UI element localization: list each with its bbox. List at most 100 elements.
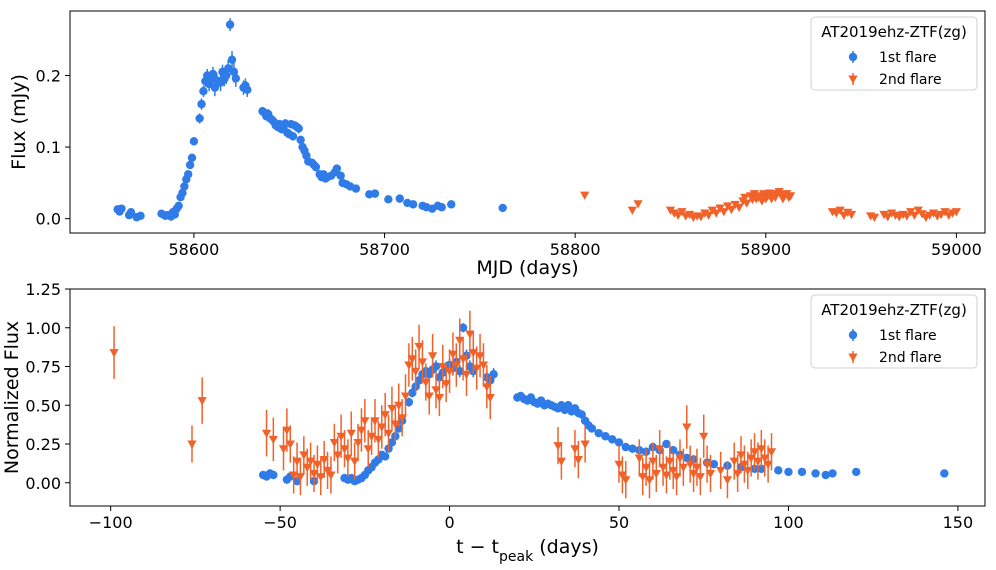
point-1st-flare — [292, 477, 302, 486]
point-1st-flare — [288, 132, 298, 141]
y-tick-label: 0.1 — [36, 138, 61, 157]
point-1st-flare — [784, 467, 793, 477]
point-2nd-flare — [451, 361, 461, 370]
point-1st-flare — [294, 124, 303, 133]
point-2nd-flare — [703, 211, 714, 220]
point-2nd-flare — [363, 445, 373, 454]
point-2nd-flare — [397, 414, 407, 423]
point-1st-flare — [614, 438, 624, 447]
point-2nd-flare — [661, 471, 672, 480]
point-2nd-flare — [438, 363, 448, 372]
x-tick-label: 0 — [444, 513, 454, 532]
point-2nd-flare — [685, 460, 695, 469]
point-2nd-flare — [705, 470, 716, 479]
point-1st-flare — [408, 200, 418, 209]
point-2nd-flare — [570, 445, 580, 454]
plot-area — [113, 18, 962, 223]
point-2nd-flare — [360, 417, 370, 426]
point-1st-flare — [577, 410, 586, 419]
point-2nd-flare — [651, 470, 661, 479]
point-2nd-flare — [688, 470, 699, 479]
point-2nd-flare — [869, 213, 880, 223]
point-1st-flare — [243, 85, 252, 94]
legend-marker-2 — [848, 75, 858, 84]
point-2nd-flare — [109, 349, 119, 358]
x-axis-label-suffix: (days) — [533, 536, 599, 558]
point-2nd-flare — [673, 211, 683, 220]
point-2nd-flare — [339, 445, 350, 454]
point-2nd-flare — [478, 361, 489, 370]
x-tick-label: 50 — [609, 513, 629, 532]
legend-title: AT2019ehz-ZTF(zg) — [821, 301, 967, 319]
point-2nd-flare — [843, 208, 853, 218]
point-1st-flare — [431, 362, 441, 371]
point-1st-flare — [395, 194, 404, 203]
point-2nd-flare — [448, 350, 458, 359]
x-axis-label-main: t − t — [456, 536, 499, 558]
point-2nd-flare — [468, 349, 478, 358]
point-1st-flare — [222, 71, 231, 80]
point-1st-flare — [126, 208, 136, 217]
point-1st-flare — [458, 323, 468, 332]
y-tick-label: 0.2 — [36, 66, 61, 85]
y-tick-label: 1.25 — [25, 280, 61, 299]
point-2nd-flare — [431, 386, 441, 395]
point-2nd-flare — [261, 429, 272, 438]
panel-1: 58600 58700 58800 58900 59000 0.0 0.1 0.2 MJD (d… — [8, 10, 986, 279]
point-2nd-flare — [719, 208, 729, 217]
point-2nd-flare — [404, 361, 414, 370]
point-2nd-flare — [465, 330, 475, 339]
point-2nd-flare — [455, 336, 465, 345]
point-2nd-flare — [785, 192, 796, 201]
point-1st-flare — [370, 189, 380, 198]
point-2nd-flare — [394, 401, 404, 411]
y-tick-label: 1.00 — [25, 319, 61, 338]
point-1st-flare — [185, 160, 195, 170]
point-2nd-flare — [421, 378, 431, 387]
y-axis-label: Normalized Flux — [1, 321, 23, 474]
legend-label-1: 1st flare — [879, 50, 937, 66]
legend-marker-2 — [848, 353, 858, 362]
point-2nd-flare — [644, 476, 655, 485]
point-1st-flare — [311, 162, 321, 172]
point-1st-flare — [821, 470, 830, 480]
point-1st-flare — [601, 432, 610, 441]
point-1st-flare — [180, 182, 189, 191]
point-1st-flare — [336, 171, 345, 180]
point-2nd-flare — [740, 193, 750, 203]
point-2nd-flare — [621, 476, 631, 485]
point-2nd-flare — [759, 190, 769, 199]
point-1st-flare — [394, 424, 403, 433]
x-tick-label: 58700 — [359, 240, 410, 259]
point-2nd-flare — [292, 457, 302, 466]
point-2nd-flare — [373, 435, 383, 445]
point-1st-flare — [225, 20, 235, 29]
point-2nd-flare — [553, 442, 563, 451]
point-2nd-flare — [668, 466, 678, 476]
point-2nd-flare — [370, 417, 380, 426]
point-2nd-flare — [377, 423, 387, 432]
point-1st-flare — [594, 428, 603, 438]
point-2nd-flare — [306, 457, 316, 466]
point-1st-flare — [269, 470, 278, 480]
point-2nd-flare — [699, 432, 709, 442]
point-2nd-flare — [367, 432, 377, 442]
y-tick-label: 0.25 — [25, 435, 61, 454]
x-tick-label: 58800 — [550, 240, 601, 259]
point-2nd-flare — [749, 448, 760, 457]
point-1st-flare — [227, 55, 237, 64]
point-2nd-flare — [400, 392, 411, 401]
plot-area — [109, 310, 949, 499]
point-2nd-flare — [886, 209, 897, 218]
point-2nd-flare — [485, 394, 495, 403]
point-2nd-flare — [835, 206, 845, 215]
point-2nd-flare — [312, 460, 322, 469]
point-2nd-flare — [424, 392, 434, 401]
point-2nd-flare — [187, 440, 197, 449]
point-2nd-flare — [675, 454, 685, 463]
point-2nd-flare — [197, 397, 207, 406]
point-1st-flare — [178, 188, 187, 198]
point-2nd-flare — [353, 439, 363, 448]
point-1st-flare — [296, 135, 305, 145]
point-1st-flare — [709, 459, 719, 469]
